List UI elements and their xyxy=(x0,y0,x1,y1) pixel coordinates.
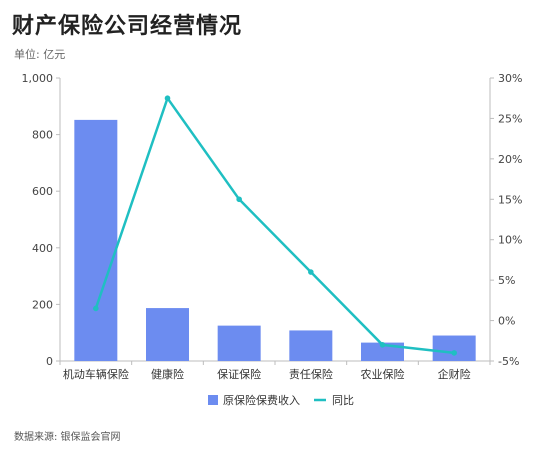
yoy-point-1 xyxy=(164,95,171,102)
yoy-point-4 xyxy=(379,342,386,348)
bar-3 xyxy=(289,330,333,361)
left-tick-label: 1,000 xyxy=(22,72,54,85)
unit-note: 单位: 亿元 xyxy=(14,48,66,61)
right-tick-label: 20% xyxy=(498,153,522,166)
category-label: 责任保险 xyxy=(289,367,333,381)
right-tick-label: 15% xyxy=(498,193,522,206)
legend-line-label: 同比 xyxy=(332,394,354,407)
legend-bar-label: 原保险保费收入 xyxy=(223,393,300,407)
yoy-point-3 xyxy=(308,269,314,275)
yoy-point-2 xyxy=(236,196,242,203)
right-tick-label: -5% xyxy=(498,355,519,368)
right-tick-label: 5% xyxy=(498,274,515,287)
left-tick-label: 800 xyxy=(32,129,53,142)
yoy-point-0 xyxy=(93,305,99,312)
bar-5 xyxy=(432,335,476,361)
right-tick-label: 30% xyxy=(498,72,522,85)
chart-title: 财产保险公司经营情况 xyxy=(12,14,243,39)
bar-2 xyxy=(217,325,261,361)
legend-bar-swatch xyxy=(208,395,218,405)
left-tick-label: 0 xyxy=(46,355,53,368)
left-tick-label: 400 xyxy=(32,242,53,255)
category-label: 农业保险 xyxy=(361,367,405,381)
category-label: 企财险 xyxy=(438,367,471,381)
right-tick-label: 10% xyxy=(498,234,522,247)
left-tick-label: 200 xyxy=(32,298,53,311)
left-tick-label: 600 xyxy=(32,185,53,198)
category-label: 健康险 xyxy=(151,367,184,381)
data-source: 数据来源: 银保监会官网 xyxy=(14,432,121,443)
yoy-line xyxy=(94,96,455,355)
category-label: 机动车辆保险 xyxy=(63,367,129,381)
right-tick-label: 0% xyxy=(498,315,515,328)
category-label: 保证保险 xyxy=(217,367,261,381)
yoy-point-5 xyxy=(451,350,457,356)
right-tick-label: 25% xyxy=(498,112,522,125)
bar-0 xyxy=(74,119,118,361)
bar-1 xyxy=(146,308,189,361)
